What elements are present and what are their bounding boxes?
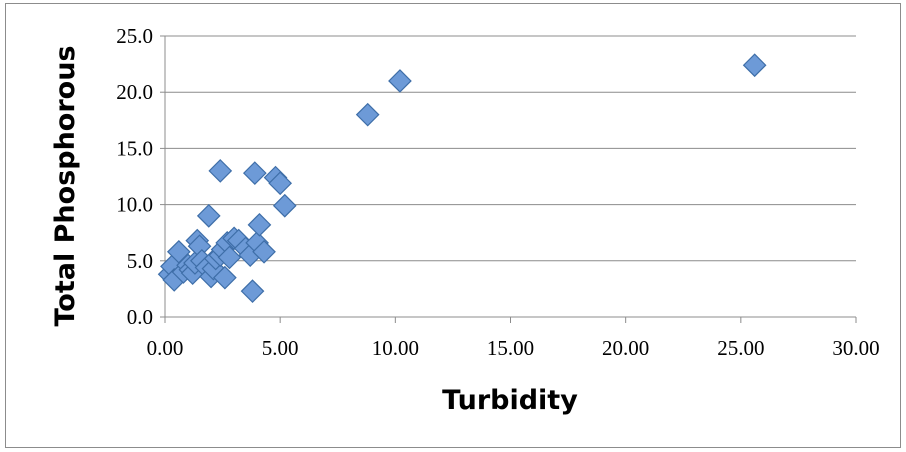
x-tick-label: 10.00: [372, 336, 419, 360]
chart-area: [5, 3, 901, 448]
x-tick-label: 15.00: [487, 336, 534, 360]
data-point: [272, 193, 297, 218]
x-tick-labels: 0.00 5.00 10.00 15.00 20.00 25.00 30.00: [147, 336, 880, 360]
data-point: [208, 159, 233, 183]
y-tick-label: 0.0: [127, 305, 153, 329]
data-point: [355, 102, 380, 127]
y-tick-label: 20.0: [116, 80, 153, 104]
data-point: [247, 212, 272, 237]
data-point: [240, 279, 265, 303]
data-point: [217, 245, 242, 270]
data-point: [213, 265, 237, 290]
data-point: [388, 69, 412, 93]
data-point: [196, 203, 221, 228]
x-tick-label: 5.00: [262, 336, 299, 360]
x-tick-label: 0.00: [147, 336, 184, 360]
data-point: [742, 53, 767, 78]
x-tick-label: 30.00: [832, 336, 879, 360]
data-point: [252, 239, 276, 264]
data-point: [242, 161, 267, 185]
y-tick-label: 10.0: [116, 193, 153, 217]
x-tick-label: 25.00: [717, 336, 764, 360]
y-tick-label: 15.0: [116, 136, 153, 160]
y-tick-label: 25.0: [116, 24, 153, 48]
y-axis-title: Total Phosphorous: [50, 45, 81, 326]
y-tick-labels: 0.0 5.0 10.0 15.0 20.0 25.0: [116, 24, 153, 329]
data-points: [157, 53, 767, 303]
x-tick-label: 20.00: [602, 336, 649, 360]
gridlines: [160, 35, 857, 323]
data-point: [268, 171, 293, 196]
x-axis-title: Turbidity: [442, 385, 578, 416]
y-tick-label: 5.0: [127, 249, 153, 273]
